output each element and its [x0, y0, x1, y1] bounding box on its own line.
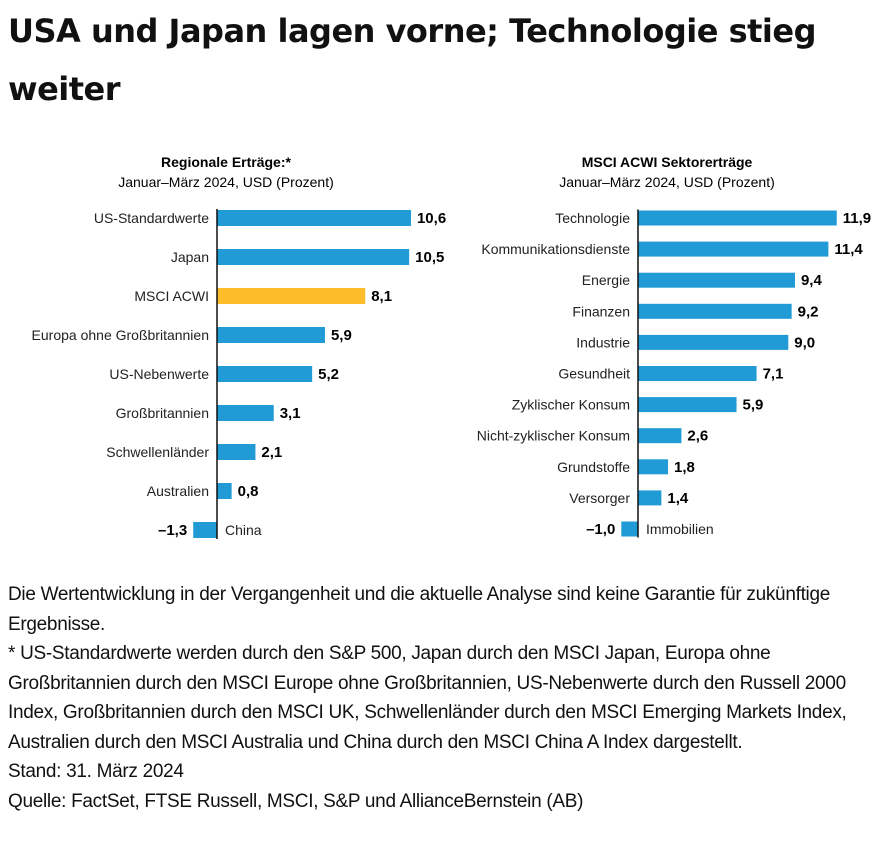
value-label: 3,1: [280, 405, 301, 422]
source-note: Quelle: FactSet, FTSE Russell, MSCI, S&P…: [8, 790, 584, 812]
category-label: China: [225, 522, 262, 538]
bar: [217, 288, 366, 304]
category-label: US-Nebenwerte: [109, 366, 209, 382]
value-label: 9,4: [801, 272, 823, 289]
category-label: Industrie: [576, 334, 630, 350]
category-label: Zyklischer Konsum: [512, 397, 630, 413]
bar: [638, 272, 795, 288]
bar: [638, 428, 682, 444]
category-label: US-Standardwerte: [94, 210, 209, 226]
bar: [217, 327, 325, 343]
chart-title-regional: Regionale Erträge:*: [161, 154, 291, 170]
bar: [638, 303, 792, 319]
category-label: Großbritannien: [116, 405, 209, 421]
bar: [217, 483, 232, 499]
bar: [638, 397, 737, 413]
value-label: –1,0: [586, 521, 615, 538]
value-label: 1,4: [667, 490, 689, 507]
value-label: 1,8: [674, 459, 695, 476]
category-label: Kommunikationsdienste: [481, 241, 630, 257]
value-label: 2,1: [261, 444, 282, 461]
value-label: 9,2: [798, 303, 819, 320]
category-label: Schwellenländer: [106, 444, 209, 460]
category-label: Australien: [147, 483, 209, 499]
chart-sectors: Technologie 11,9 Kommunikationsdienste 11,4…: [477, 209, 871, 538]
category-label: Europa ohne Großbritannien: [32, 327, 209, 343]
category-label: MSCI ACWI: [134, 288, 209, 304]
disclaimer: Die Wertentwicklung in der Vergangenheit…: [8, 584, 831, 635]
value-label: 11,9: [843, 210, 871, 227]
bar: [638, 241, 829, 257]
bar: [638, 366, 757, 381]
chart-title-sectors: MSCI ACWI Sektorerträge: [582, 154, 753, 170]
bar: [638, 459, 669, 475]
category-label: Technologie: [555, 210, 630, 226]
value-label: 8,1: [371, 288, 392, 305]
bar: [217, 210, 411, 226]
category-label: Grundstoffe: [557, 459, 630, 475]
bar: [638, 334, 789, 350]
bar: [193, 522, 217, 538]
bar: [217, 249, 410, 265]
value-label: 0,8: [238, 483, 259, 500]
value-label: 2,6: [687, 428, 708, 445]
notes: Die Wertentwicklung in der Vergangenheit…: [8, 580, 888, 816]
chart-subtitle-regional: Januar–März 2024, USD (Prozent): [118, 174, 334, 190]
category-label: Nicht-zyklischer Konsum: [477, 428, 630, 444]
category-label: Gesundheit: [558, 366, 630, 382]
bar: [638, 210, 837, 226]
value-label: –1,3: [158, 522, 187, 539]
value-label: 5,9: [331, 327, 352, 344]
value-label: 9,0: [794, 334, 815, 351]
value-label: 11,4: [834, 241, 863, 258]
value-label: 10,5: [415, 249, 444, 266]
value-label: 5,9: [743, 397, 764, 414]
bar: [621, 521, 638, 537]
category-label: Japan: [171, 249, 209, 265]
category-label: Finanzen: [572, 303, 630, 319]
chart-subtitle-sectors: Januar–März 2024, USD (Prozent): [559, 174, 775, 190]
footnote: * US-Standardwerte werden durch den S&P …: [8, 643, 847, 753]
page-title: USA und Japan lagen vorne; Technologie s…: [8, 12, 817, 108]
bar: [217, 366, 313, 382]
category-label: Immobilien: [646, 521, 714, 537]
category-label: Versorger: [569, 490, 630, 506]
value-label: 7,1: [763, 366, 784, 383]
charts: Regionale Erträge:* Januar–März 2024, US…: [32, 154, 871, 539]
bar: [217, 405, 274, 421]
category-label: Energie: [582, 272, 630, 288]
value-label: 10,6: [417, 210, 446, 227]
value-label: 5,2: [318, 366, 339, 383]
date-note: Stand: 31. März 2024: [8, 761, 184, 782]
bar: [638, 490, 662, 506]
bar: [217, 444, 256, 460]
chart-regional: US-Standardwerte 10,6 Japan 10,5 MSCI ACWI 8,…: [32, 209, 446, 539]
